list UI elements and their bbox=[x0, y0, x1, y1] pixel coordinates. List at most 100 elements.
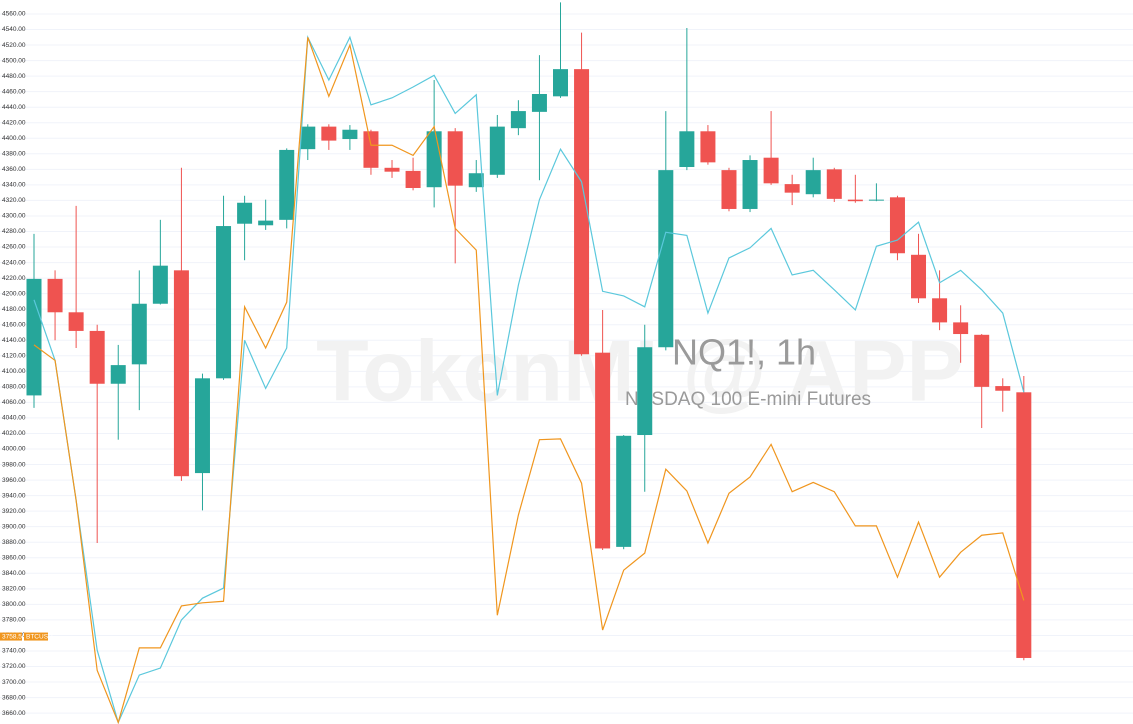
y-tick-label: 4400.00 bbox=[2, 135, 26, 142]
y-tick-label: 4540.00 bbox=[2, 26, 26, 33]
y-tick-label: 4560.00 bbox=[2, 11, 26, 18]
candle-body bbox=[974, 334, 990, 387]
y-tick-label: 4200.00 bbox=[2, 290, 26, 297]
candle-body bbox=[110, 365, 126, 384]
candle-body bbox=[321, 126, 337, 141]
candle-body bbox=[763, 157, 779, 184]
y-tick-label: 4060.00 bbox=[2, 399, 26, 406]
y-tick-label: 4460.00 bbox=[2, 88, 26, 95]
y-tick-label: 4500.00 bbox=[2, 57, 26, 64]
y-tick-label: 4440.00 bbox=[2, 104, 26, 111]
y-tick-label: 4140.00 bbox=[2, 337, 26, 344]
y-tick-label: 3720.00 bbox=[2, 663, 26, 670]
y-tick-label: 4360.00 bbox=[2, 166, 26, 173]
y-tick-label: 4020.00 bbox=[2, 430, 26, 437]
y-tick-label: 4260.00 bbox=[2, 244, 26, 251]
y-tick-label: 4520.00 bbox=[2, 42, 26, 49]
y-tick-label: 4160.00 bbox=[2, 321, 26, 328]
candle-body bbox=[237, 202, 253, 224]
y-tick-label: 3780.00 bbox=[2, 617, 26, 624]
candle-body bbox=[805, 170, 821, 195]
candle-body bbox=[173, 270, 189, 477]
candle-body bbox=[658, 170, 674, 348]
y-tick-label: 3860.00 bbox=[2, 554, 26, 561]
candle-body bbox=[847, 199, 863, 202]
y-tick-label: 4240.00 bbox=[2, 259, 26, 266]
series-line bbox=[33, 35, 1025, 724]
y-tick-label: 3840.00 bbox=[2, 570, 26, 577]
candle-body bbox=[279, 149, 295, 220]
y-tick-label: 3900.00 bbox=[2, 523, 26, 530]
y-tick-label: 3940.00 bbox=[2, 492, 26, 499]
y-tick-label: 4280.00 bbox=[2, 228, 26, 235]
y-tick-label: 4320.00 bbox=[2, 197, 26, 204]
candle-body bbox=[553, 69, 568, 97]
y-tick-label: 4480.00 bbox=[2, 73, 26, 80]
candle-body bbox=[700, 131, 716, 163]
y-tick-label: 4080.00 bbox=[2, 384, 26, 391]
candle-body bbox=[953, 322, 969, 335]
y-tick-label: 3980.00 bbox=[2, 461, 26, 468]
candle-body bbox=[679, 131, 695, 168]
y-tick-label: 4000.00 bbox=[2, 446, 26, 453]
series-tag-label: BTCUSD bbox=[26, 633, 53, 640]
candle-body bbox=[216, 226, 232, 379]
candle-body bbox=[194, 378, 210, 474]
y-tick-label: 4420.00 bbox=[2, 119, 26, 126]
candle-body bbox=[911, 254, 927, 299]
candle-body bbox=[300, 126, 316, 150]
y-tick-label: 4220.00 bbox=[2, 275, 26, 282]
series-line bbox=[33, 37, 1025, 724]
candle-body bbox=[342, 129, 358, 140]
candle-body bbox=[384, 167, 400, 172]
candle-body bbox=[89, 330, 105, 384]
series-tag bbox=[24, 632, 48, 641]
y-tick-label: 3960.00 bbox=[2, 477, 26, 484]
candle-body bbox=[889, 197, 905, 254]
candle-body bbox=[258, 220, 274, 226]
candle-body bbox=[595, 352, 611, 549]
candle-body bbox=[616, 435, 632, 547]
y-tick-label: 3700.00 bbox=[2, 679, 26, 686]
y-tick-label: 4040.00 bbox=[2, 415, 26, 422]
y-tick-label: 4340.00 bbox=[2, 182, 26, 189]
candle-body bbox=[995, 386, 1011, 391]
chart-title: NQ1!, 1h bbox=[672, 332, 816, 373]
y-tick-label: 3800.00 bbox=[2, 601, 26, 608]
candle-body bbox=[152, 265, 168, 304]
y-tick-label: 3880.00 bbox=[2, 539, 26, 546]
chart-subtitle: NASDAQ 100 E-mini Futures bbox=[625, 389, 871, 410]
y-tick-label: 4100.00 bbox=[2, 368, 26, 375]
candle-body bbox=[47, 278, 63, 313]
y-tick-label: 3740.00 bbox=[2, 648, 26, 655]
y-tick-label: 3820.00 bbox=[2, 586, 26, 593]
candle-body bbox=[574, 69, 590, 355]
candle-body bbox=[68, 312, 84, 331]
candle-body bbox=[932, 298, 948, 323]
candle-body bbox=[447, 131, 463, 186]
candle-body bbox=[637, 347, 653, 436]
y-tick-label: 3660.00 bbox=[2, 710, 26, 717]
candle-body bbox=[363, 131, 379, 168]
candle-body bbox=[468, 173, 484, 188]
y-tick-label: 4380.00 bbox=[2, 151, 26, 158]
candle-body bbox=[26, 278, 42, 396]
y-tick-label: 4120.00 bbox=[2, 353, 26, 360]
candle-body bbox=[489, 126, 505, 175]
candle-body bbox=[405, 170, 421, 188]
candle-body bbox=[531, 93, 547, 112]
candle-body bbox=[131, 303, 147, 365]
candle-body bbox=[826, 169, 842, 199]
candle-body bbox=[742, 160, 758, 209]
candle-body bbox=[510, 111, 526, 129]
price-tag bbox=[0, 632, 22, 641]
candle-body bbox=[784, 184, 800, 193]
y-tick-label: 4180.00 bbox=[2, 306, 26, 313]
price-tag-label: 3758.56 bbox=[2, 633, 26, 640]
candle-body bbox=[868, 199, 884, 201]
candle-body bbox=[426, 131, 442, 188]
candle-body bbox=[1016, 392, 1032, 658]
y-tick-label: 3680.00 bbox=[2, 694, 26, 701]
